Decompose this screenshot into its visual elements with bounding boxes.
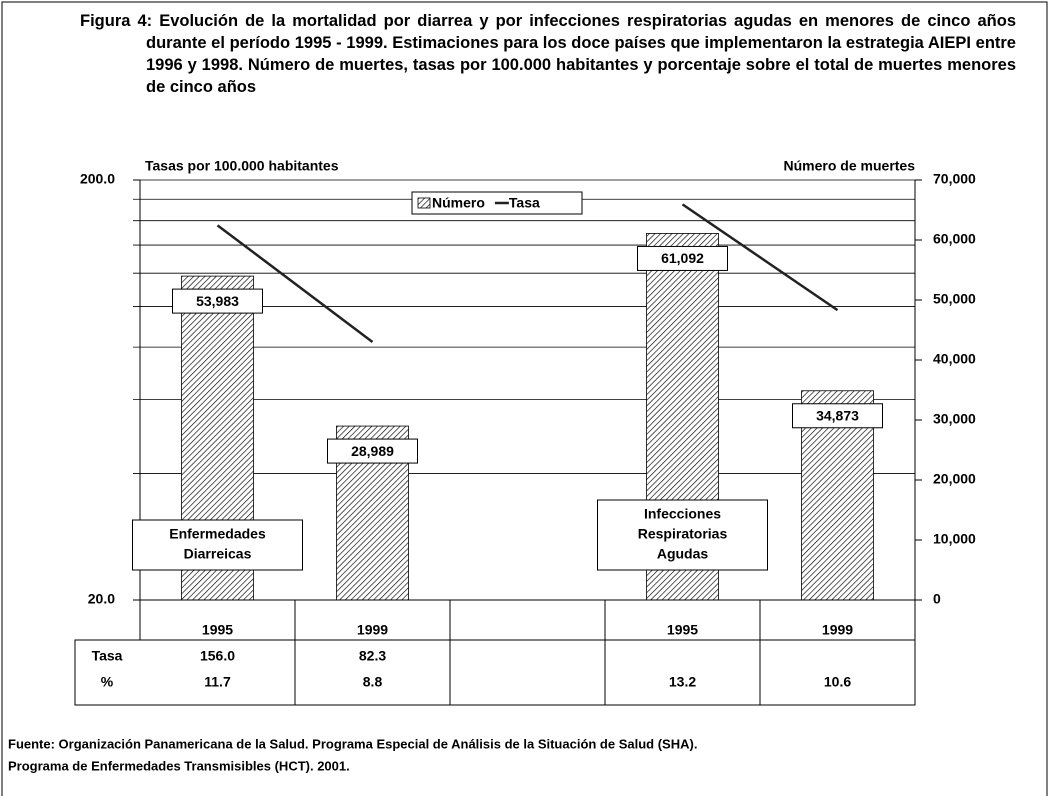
y2-tick-label: 0	[933, 591, 941, 607]
x-tick-label: 1999	[822, 622, 853, 638]
y-axis-label: Tasas por 100.000 habitantes	[145, 158, 339, 174]
y-tick-label: 20.0	[88, 591, 115, 607]
annotation: Respiratorias	[638, 526, 728, 542]
data-label-box	[172, 288, 263, 314]
legend-swatch	[417, 197, 431, 209]
table-cell: 10.6	[824, 674, 851, 690]
table-row-label: Tasa	[92, 648, 123, 664]
data-label: 61,092	[661, 250, 704, 266]
line	[216, 224, 374, 343]
y2-tick-label: 60,000	[933, 231, 976, 247]
annotation: Enfermedades	[169, 526, 266, 542]
annotation-box	[597, 499, 768, 571]
data-label: 34,873	[816, 407, 859, 423]
table-cell: 11.7	[204, 674, 231, 690]
annotation: Agudas	[657, 546, 709, 562]
y2-tick-label: 70,000	[933, 171, 976, 187]
y2-tick-label: 50,000	[933, 291, 976, 307]
table-cell: 156.0	[200, 648, 235, 664]
table-body	[74, 639, 916, 706]
x-tick-label: 1995	[202, 622, 233, 638]
data-label-box	[637, 245, 728, 271]
y2-tick-label: 20,000	[933, 471, 976, 487]
y2-tick-label: 10,000	[933, 531, 976, 547]
table-cell: 82.3	[359, 648, 386, 664]
annotation: Infecciones	[644, 506, 721, 522]
data-label-box	[792, 403, 883, 429]
annotation-box	[132, 519, 303, 571]
line	[681, 203, 839, 312]
legend-label: Tasa	[509, 195, 540, 211]
y2-axis-label: Número de muertes	[784, 158, 916, 174]
table-header	[139, 599, 916, 641]
data-label: 53,983	[196, 293, 239, 309]
legend-label: Número	[432, 195, 485, 211]
y2-tick-label: 40,000	[933, 351, 976, 367]
data-label-box	[327, 438, 418, 464]
y2-tick-label: 30,000	[933, 411, 976, 427]
table-cell: 13.2	[669, 674, 696, 690]
table-cell: 8.8	[363, 674, 383, 690]
source: Programa de Enfermedades Transmisibles (…	[8, 758, 350, 773]
chart-title: Figura 4: Evolución de la mortalidad por…	[80, 12, 1016, 96]
source: Fuente: Organización Panamericana de la …	[8, 736, 697, 751]
x-tick-label: 1999	[357, 622, 388, 638]
table-row-label: %	[101, 674, 114, 690]
x-tick-label: 1995	[667, 622, 698, 638]
y-tick-label: 200.0	[80, 171, 115, 187]
data-label: 28,989	[351, 443, 394, 459]
annotation: Diarreicas	[184, 546, 252, 562]
